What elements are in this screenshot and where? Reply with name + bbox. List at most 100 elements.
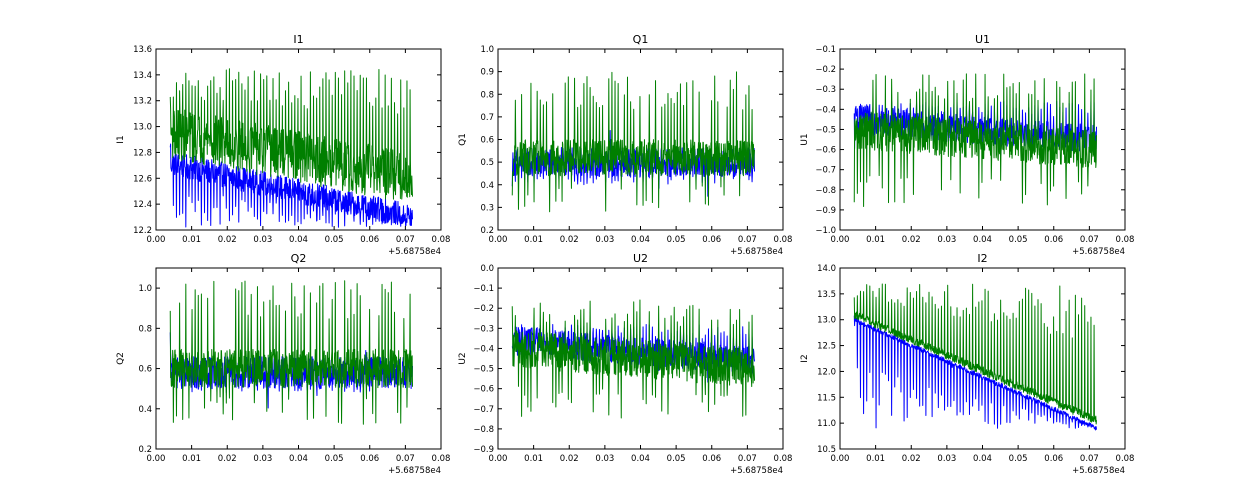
x-tick-label: 0.01 bbox=[866, 235, 885, 245]
y-tick-label: 0.8 bbox=[480, 90, 494, 100]
x-tick-label: 0.01 bbox=[524, 454, 543, 464]
x-tick-label: 0.00 bbox=[489, 235, 508, 245]
x-tick-label: 0.03 bbox=[253, 235, 272, 245]
y-tick-label: 12.2 bbox=[133, 226, 152, 236]
series-line-blue bbox=[169, 143, 413, 228]
x-tick-label: 0.00 bbox=[489, 454, 508, 464]
y-tick-label: −0.1 bbox=[815, 45, 836, 55]
y-tick-label: 0.5 bbox=[480, 158, 494, 168]
series-line-green bbox=[169, 68, 413, 200]
x-tick-label: 0.04 bbox=[973, 235, 992, 245]
y-tick-label: 13.6 bbox=[133, 45, 152, 55]
y-tick-label: 0.0 bbox=[480, 264, 494, 274]
y-tick-label: −0.2 bbox=[473, 304, 494, 314]
y-tick-label: −0.3 bbox=[815, 85, 836, 95]
series-line-green bbox=[511, 71, 755, 213]
y-tick-label: −0.5 bbox=[473, 365, 494, 375]
y-axis-label: I2 bbox=[800, 354, 810, 362]
y-tick-label: 0.4 bbox=[138, 405, 152, 415]
x-tick-label: 0.04 bbox=[289, 454, 308, 464]
y-tick-label: 0.3 bbox=[480, 203, 494, 213]
x-tick-label: 0.03 bbox=[937, 235, 956, 245]
series-line-green bbox=[853, 73, 1097, 208]
y-tick-label: 13.2 bbox=[133, 97, 152, 107]
x-tick-label: 0.03 bbox=[937, 454, 956, 464]
x-tick-label: 0.01 bbox=[866, 454, 885, 464]
y-tick-label: 12.6 bbox=[133, 174, 152, 184]
x-tick-label: 0.04 bbox=[973, 454, 992, 464]
panel-u2: 0.00 0.01 0.02 0.03 0.04 0.05 0.06 0.07 0.08 −0.9… bbox=[458, 252, 792, 476]
y-tick-label: −0.4 bbox=[815, 105, 836, 115]
x-tick-label: 0.06 bbox=[1044, 454, 1063, 464]
x-tick-label: 0.03 bbox=[595, 235, 614, 245]
x-tick-label: 0.05 bbox=[325, 454, 344, 464]
x-tick-label: 0.05 bbox=[1009, 454, 1028, 464]
x-offset-label: +5.68758e4 bbox=[1072, 247, 1125, 257]
x-tick-label: 0.05 bbox=[1009, 235, 1028, 245]
x-offset-label: +5.68758e4 bbox=[388, 247, 441, 257]
y-tick-label: −0.7 bbox=[473, 405, 494, 415]
y-tick-label: 11.5 bbox=[817, 393, 836, 403]
y-axis-label: I1 bbox=[116, 135, 126, 143]
y-tick-label: 0.2 bbox=[480, 226, 494, 236]
y-tick-label: 12.8 bbox=[133, 148, 152, 158]
x-tick-label: 0.00 bbox=[147, 235, 166, 245]
x-tick-label: 0.06 bbox=[1044, 235, 1063, 245]
x-tick-label: 0.00 bbox=[831, 235, 850, 245]
x-tick-label: 0.08 bbox=[1116, 454, 1135, 464]
series-line-green bbox=[169, 280, 413, 425]
x-tick-label: 0.00 bbox=[147, 454, 166, 464]
x-tick-label: 0.07 bbox=[396, 235, 415, 245]
panel-title: I1 bbox=[293, 33, 303, 46]
x-tick-label: 0.02 bbox=[560, 235, 579, 245]
x-tick-label: 0.08 bbox=[1116, 235, 1135, 245]
panel-title: Q1 bbox=[633, 33, 649, 46]
y-tick-label: 13.0 bbox=[817, 316, 836, 326]
y-tick-label: 0.6 bbox=[480, 136, 494, 146]
panel-q2: 0.00 0.01 0.02 0.03 0.04 0.05 0.06 0.07 0.08 0.2 0… bbox=[116, 252, 450, 476]
y-tick-label: 1.0 bbox=[138, 284, 152, 294]
x-tick-label: 0.00 bbox=[831, 454, 850, 464]
x-tick-label: 0.02 bbox=[218, 235, 237, 245]
y-tick-label: −0.6 bbox=[473, 385, 494, 395]
y-tick-label: 0.6 bbox=[138, 365, 152, 375]
x-tick-label: 0.02 bbox=[218, 454, 237, 464]
y-tick-label: 0.8 bbox=[138, 324, 152, 334]
y-tick-label: 13.5 bbox=[817, 290, 836, 300]
x-tick-label: 0.07 bbox=[738, 454, 757, 464]
x-tick-label: 0.08 bbox=[774, 235, 793, 245]
y-tick-label: −0.9 bbox=[473, 445, 494, 455]
y-tick-label: −0.2 bbox=[815, 65, 836, 75]
x-tick-label: 0.07 bbox=[396, 454, 415, 464]
y-axis-label: Q1 bbox=[458, 133, 468, 146]
x-tick-label: 0.03 bbox=[253, 454, 272, 464]
y-tick-label: −0.9 bbox=[815, 206, 836, 216]
y-tick-label: 0.7 bbox=[480, 113, 494, 123]
y-tick-label: −0.6 bbox=[815, 146, 836, 156]
y-tick-label: −0.5 bbox=[815, 125, 836, 135]
y-tick-label: 0.2 bbox=[138, 445, 152, 455]
y-tick-label: 13.4 bbox=[133, 71, 152, 81]
y-tick-label: −0.8 bbox=[815, 186, 836, 196]
panel-title: Q2 bbox=[291, 252, 307, 265]
y-axis-label: Q2 bbox=[116, 352, 126, 365]
panel-i1: 0.00 0.01 0.02 0.03 0.04 0.05 0.06 0.07 0.08 12.2… bbox=[116, 33, 450, 257]
y-tick-label: 10.5 bbox=[817, 445, 836, 455]
x-tick-label: 0.06 bbox=[702, 235, 721, 245]
x-tick-label: 0.06 bbox=[360, 235, 379, 245]
panel-q1: 0.00 0.01 0.02 0.03 0.04 0.05 0.06 0.07 0.08 0.2 0… bbox=[458, 33, 792, 257]
series-line-green bbox=[511, 299, 755, 419]
y-tick-label: 0.4 bbox=[480, 181, 494, 191]
y-axis-label: U1 bbox=[800, 133, 810, 145]
x-offset-label: +5.68758e4 bbox=[1072, 466, 1125, 476]
x-tick-label: 0.01 bbox=[182, 454, 201, 464]
x-tick-label: 0.01 bbox=[524, 235, 543, 245]
x-tick-label: 0.07 bbox=[1080, 454, 1099, 464]
y-tick-label: 1.0 bbox=[480, 45, 494, 55]
x-tick-label: 0.06 bbox=[360, 454, 379, 464]
x-tick-label: 0.06 bbox=[702, 454, 721, 464]
y-tick-label: −1.0 bbox=[815, 226, 836, 236]
x-tick-label: 0.03 bbox=[595, 454, 614, 464]
x-tick-label: 0.05 bbox=[325, 235, 344, 245]
